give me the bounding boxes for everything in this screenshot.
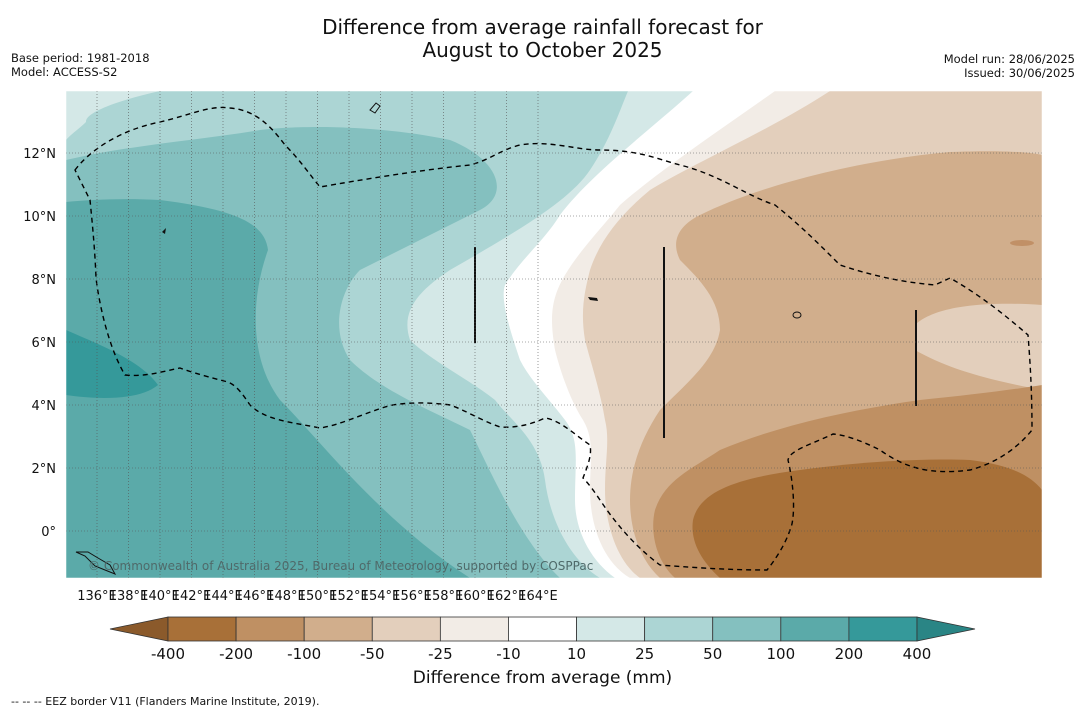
colorbar-tick-label: -10 — [496, 645, 521, 663]
lon-tick-label: 144°E — [203, 589, 243, 604]
lon-tick-label: 160°E — [455, 589, 495, 604]
colorbar-segment — [371, 616, 441, 642]
colorbar-segment — [303, 616, 373, 642]
lon-tick-label: 136°E — [77, 589, 117, 604]
lon-tick-label: 152°E — [329, 589, 369, 604]
colorbar-tick-label: -400 — [151, 645, 185, 663]
colorbar-tick-label: -100 — [287, 645, 321, 663]
model-run: Model run: 28/06/2025 — [943, 52, 1075, 66]
eez-border — [74, 106, 1033, 571]
colorbar-labels: -400 -200 -100 -50 -25 -10 10 25 50 100 200 400 — [151, 645, 931, 663]
colorbar-extend-high — [916, 616, 976, 642]
island-north — [369, 102, 381, 114]
colorbar-segment — [439, 616, 509, 642]
dry-blob — [1010, 240, 1034, 246]
colorbar-segment — [644, 616, 714, 642]
band-neg200 — [692, 459, 1042, 578]
copyright-text: © Commonwealth of Australia 2025, Bureau… — [88, 559, 593, 573]
map-title-line1: Difference from average rainfall forecas… — [322, 15, 763, 39]
colorbar-tick-label: 10 — [567, 645, 586, 663]
map-fill — [66, 91, 1042, 578]
lon-tick-label: 158°E — [424, 589, 464, 604]
lat-tick-label: 8°N — [32, 273, 57, 288]
lat-tick-label: 4°N — [32, 399, 57, 414]
lon-tick-label: 156°E — [392, 589, 432, 604]
colorbar-extend-low — [109, 616, 169, 642]
model-name: Model: ACCESS-S2 — [11, 65, 118, 79]
lon-tick-label: 164°E — [518, 589, 558, 604]
issued-date: Issued: 30/06/2025 — [964, 66, 1075, 80]
colorbar-tick-label: 100 — [766, 645, 795, 663]
colorbar-segment — [848, 616, 918, 642]
graticule — [66, 91, 1042, 578]
longitude-labels: 136°E138°E140°E142°E144°E146°E148°E150°E… — [77, 589, 558, 604]
island-pohnpei — [792, 311, 802, 319]
lat-tick-label: 10°N — [23, 210, 56, 225]
island-yap — [162, 228, 166, 234]
map-frame — [65, 90, 1043, 579]
band-400 — [66, 330, 158, 398]
colorbar — [109, 616, 976, 642]
lat-tick-label: 12°N — [23, 147, 56, 162]
lon-tick-label: 148°E — [266, 589, 306, 604]
meta-left: Base period: 1981-2018 Model: ACCESS-S2 — [11, 51, 150, 79]
colorbar-tick-label: 200 — [835, 645, 864, 663]
colorbar-tick-label: 400 — [903, 645, 932, 663]
colorbar-segment — [167, 616, 237, 642]
base-period: Base period: 1981-2018 — [11, 51, 150, 65]
lon-tick-label: 142°E — [172, 589, 212, 604]
colorbar-title: Difference from average (mm) — [412, 668, 673, 688]
colorbar-segment — [780, 616, 850, 642]
band-25-nw — [66, 91, 160, 140]
latitude-labels: 12°N 10°N 8°N 6°N 4°N 2°N 0° — [23, 147, 56, 540]
colorbar-segment — [508, 616, 577, 642]
colorbar-tick-label: 50 — [703, 645, 722, 663]
lon-tick-label: 138°E — [109, 589, 149, 604]
lat-tick-label: 0° — [41, 525, 56, 540]
colorbar-tick-label: -25 — [428, 645, 453, 663]
colorbar-tick-label: -50 — [360, 645, 385, 663]
lat-tick-label: 2°N — [32, 462, 57, 477]
lon-tick-label: 150°E — [298, 589, 338, 604]
colorbar-segment — [576, 616, 646, 642]
colorbar-tick-label: 25 — [635, 645, 654, 663]
eez-legend-note: -- -- -- EEZ border V11 (Flanders Marine… — [11, 695, 320, 708]
lon-tick-label: 140°E — [140, 589, 180, 604]
island-png-coast — [75, 551, 117, 575]
lon-tick-label: 162°E — [487, 589, 527, 604]
map-title-line2: August to October 2025 — [422, 38, 663, 62]
colorbar-segment — [712, 616, 782, 642]
colorbar-tick-label: -200 — [219, 645, 253, 663]
island-chuuk — [588, 297, 598, 301]
colorbar-segment — [235, 616, 305, 642]
lon-tick-label: 146°E — [235, 589, 275, 604]
lon-tick-label: 154°E — [361, 589, 401, 604]
meta-right: Model run: 28/06/2025 Issued: 30/06/2025 — [944, 52, 1075, 80]
lat-tick-label: 6°N — [32, 336, 57, 351]
